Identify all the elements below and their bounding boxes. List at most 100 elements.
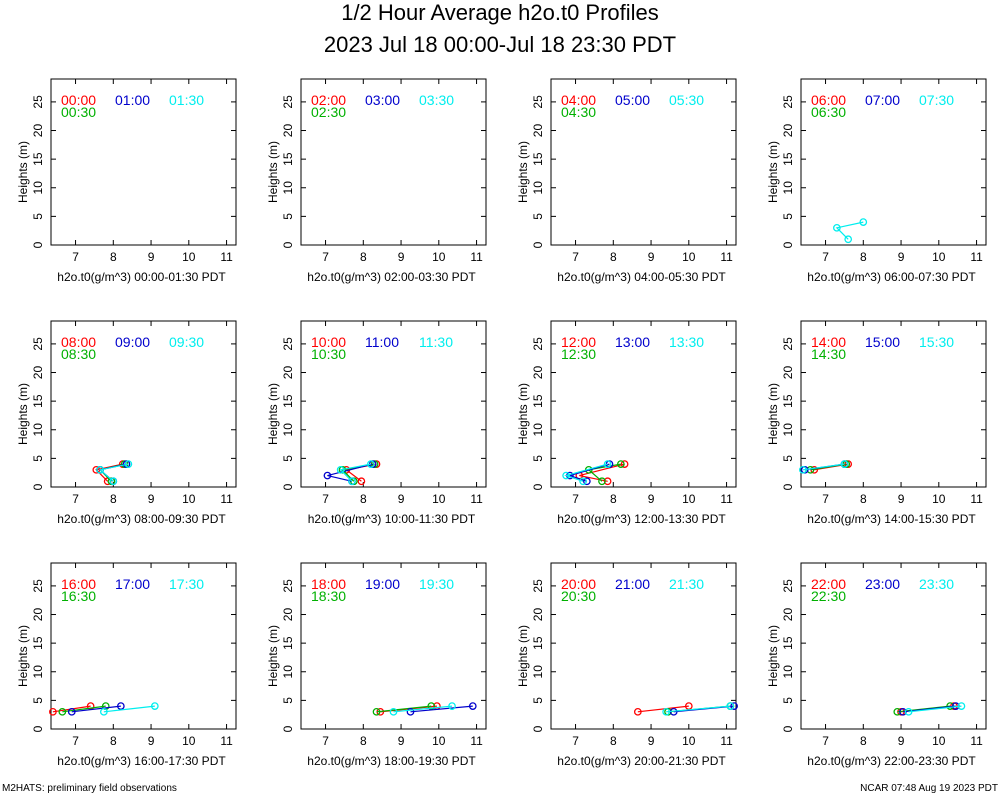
legend-entry: 03:30 [419,92,454,108]
y-tick-label: 5 [31,455,45,462]
plot-frame [300,78,487,246]
legend-entry: 12:00 [561,334,596,350]
y-tick-label: 10 [31,181,45,195]
x-tick-label: 11 [970,734,983,748]
data-point [124,460,133,468]
y-tick-label: 25 [781,95,795,109]
legend-entry: 18:30 [311,588,346,604]
x-axis-label: h2o.t0(g/m^3) 06:00-07:30 PDT [807,270,976,284]
data-point [323,471,332,480]
x-tick-label: 9 [648,492,655,506]
data-point [58,707,67,716]
legend-entry: 02:00 [311,92,346,108]
y-tick-label: 20 [31,124,45,138]
x-axis-label: h2o.t0(g/m^3) 04:00-05:30 PDT [557,270,726,284]
legend-entry: 21:30 [669,576,704,592]
data-point [406,707,415,716]
x-tick-label: 8 [110,734,117,748]
x-tick-label: 10 [682,734,696,748]
y-tick-label: 15 [531,152,545,166]
y-tick-label: 5 [531,213,545,220]
x-tick-label: 10 [932,734,946,748]
legend-entry: 23:30 [919,576,954,592]
y-tick-label: 20 [531,608,545,622]
y-tick-label: 15 [281,152,295,166]
y-tick-label: 20 [531,366,545,380]
y-tick-label: 10 [781,423,795,437]
profile-panel: 7 8 9 10 11 0 5 10 15 20 25 h2o.t0(g/m^3) 04:00-05:… [516,78,737,284]
y-tick-label: 0 [281,241,295,248]
y-tick-label: 0 [781,241,795,248]
y-tick-label: 20 [781,608,795,622]
legend-entry: 03:00 [365,92,400,108]
x-tick-label: 11 [220,492,233,506]
y-axis-label: Heights (m) [766,383,780,445]
y-tick-label: 10 [31,423,45,437]
x-axis-label: h2o.t0(g/m^3) 12:00-13:30 PDT [557,512,726,526]
legend-entry: 09:00 [115,334,150,350]
x-axis-label: h2o.t0(g/m^3) 02:00-03:30 PDT [307,270,476,284]
x-tick-label: 7 [322,492,329,506]
y-tick-label: 10 [281,181,295,195]
plot-frame [300,562,487,730]
y-tick-label: 15 [31,636,45,650]
legend-entry: 17:00 [115,576,150,592]
series-line [98,463,129,482]
y-axis-label: Heights (m) [516,383,530,445]
legend-entry: 23:00 [865,576,900,592]
y-tick-label: 15 [531,394,545,408]
legend-entry: 13:30 [669,334,704,350]
x-axis-label: h2o.t0(g/m^3) 14:00-15:30 PDT [807,512,976,526]
legend-entry: 22:30 [811,588,846,604]
profile-panel: 7 8 9 10 11 0 5 10 15 20 25 h2o.t0(g/m^3) 14:00-15:… [766,320,987,526]
profile-panel: 7 8 9 10 11 0 5 10 15 20 25 h2o.t0(g/m^3) 08:00-09:… [16,320,237,526]
x-tick-label: 7 [822,250,829,264]
x-tick-label: 10 [432,250,446,264]
legend-entry: 12:30 [561,346,596,362]
y-tick-label: 0 [281,483,295,490]
y-tick-label: 25 [281,337,295,351]
x-tick-label: 7 [572,250,579,264]
plot-frame [550,562,737,730]
chart-subtitle: 2023 Jul 18 00:00-Jul 18 23:30 PDT [323,32,677,57]
y-tick-label: 10 [531,423,545,437]
y-tick-label: 25 [531,579,545,593]
legend-entry: 06:00 [811,92,846,108]
y-tick-label: 5 [531,697,545,704]
x-tick-label: 7 [322,250,329,264]
x-tick-label: 9 [148,734,155,748]
x-tick-label: 10 [182,492,196,506]
plot-frame [800,78,987,246]
y-tick-label: 15 [281,636,295,650]
x-tick-label: 8 [610,492,617,506]
data-point [893,707,902,716]
legend-entry: 18:00 [311,576,346,592]
series-line [71,705,121,713]
x-tick-label: 8 [110,492,117,506]
series-line [327,463,373,482]
data-point [427,702,436,710]
series-line [410,705,473,713]
x-tick-label: 9 [898,250,905,264]
data-point [583,477,591,486]
legend-entry: 08:30 [61,346,96,362]
y-tick-label: 20 [281,124,295,138]
x-tick-label: 10 [682,492,696,506]
x-tick-label: 10 [682,250,696,264]
legend-entry: 01:30 [169,92,204,108]
legend-entry: 01:00 [115,92,150,108]
y-tick-label: 0 [31,725,45,732]
y-tick-label: 0 [31,241,45,248]
y-tick-label: 5 [31,697,45,704]
legend-entry: 16:00 [61,576,96,592]
x-tick-label: 7 [822,734,829,748]
data-point [899,707,907,716]
plot-frame [550,78,737,246]
x-tick-label: 8 [860,734,867,748]
data-point [96,465,104,474]
data-point [357,477,366,486]
data-point [366,460,375,468]
legend-entry: 05:30 [669,92,704,108]
legend-entry: 10:00 [311,334,346,350]
legend-entry: 07:00 [865,92,900,108]
